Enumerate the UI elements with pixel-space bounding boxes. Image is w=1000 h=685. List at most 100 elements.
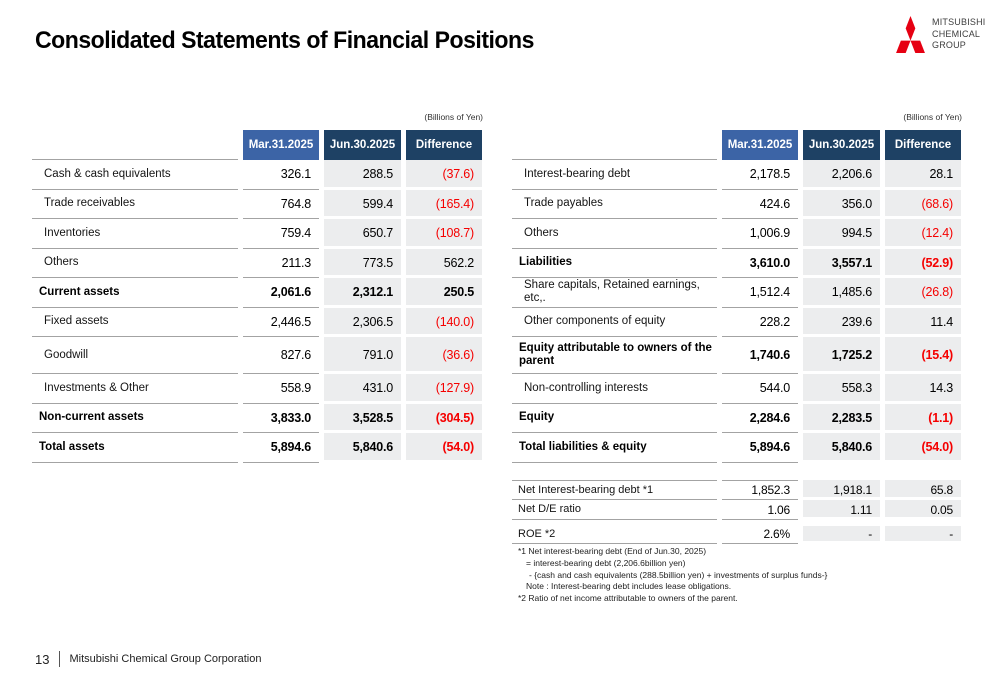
value-mar: 211.3: [243, 249, 319, 278]
value-diff: (15.4): [885, 337, 961, 374]
row-label: Total assets: [32, 433, 238, 463]
col-header-jun: Jun.30.2025: [803, 130, 880, 160]
value-mar: 2.6%: [722, 526, 798, 544]
table-row: Share capitals, Retained earnings, etc,.…: [512, 278, 961, 308]
value-diff: (108.7): [406, 219, 482, 249]
value-mar: 5,894.6: [722, 433, 798, 463]
col-header-diff: Difference: [885, 130, 961, 160]
value-jun: 2,306.5: [324, 307, 401, 337]
value-mar: 1,740.6: [722, 337, 798, 374]
value-diff: 562.2: [406, 248, 482, 278]
value-diff: 14.3: [885, 374, 961, 404]
company-logo: MITSUBISHI CHEMICAL GROUP: [896, 16, 986, 53]
logo-wordmark: MITSUBISHI CHEMICAL GROUP: [932, 17, 986, 52]
value-mar: 2,446.5: [243, 308, 319, 337]
value-mar: 424.6: [722, 190, 798, 219]
value-diff: (52.9): [885, 248, 961, 278]
footer-separator: [59, 651, 61, 667]
value-jun: 239.6: [803, 307, 880, 337]
footnote-line: Note : Interest-bearing debt includes le…: [526, 581, 732, 592]
row-label: Liabilities: [512, 249, 717, 278]
table-row: Trade receivables 764.8 599.4 (165.4): [32, 189, 482, 219]
value-jun: 3,557.1: [803, 248, 880, 278]
value-mar: 764.8: [243, 190, 319, 219]
value-diff: 11.4: [885, 307, 961, 337]
value-diff: 28.1: [885, 160, 961, 190]
row-label: Inventories: [32, 219, 238, 249]
row-label: ROE *2: [512, 526, 717, 544]
value-mar: 2,061.6: [243, 278, 319, 308]
table-row: Cash & cash equivalents 326.1 288.5 (37.…: [32, 160, 482, 190]
row-label: Current assets: [32, 278, 238, 308]
value-mar: 2,284.6: [722, 404, 798, 433]
value-jun: 2,283.5: [803, 403, 880, 433]
row-label: Non-controlling interests: [512, 374, 717, 404]
table-row: Non-controlling interests 544.0 558.3 14…: [512, 374, 961, 404]
liabilities-equity-table: Mar.31.2025 Jun.30.2025 Difference Inter…: [507, 130, 966, 463]
value-mar: 1,512.4: [722, 278, 798, 308]
logo-line-3: GROUP: [932, 40, 967, 51]
col-header-diff: Difference: [406, 130, 482, 160]
value-jun: 1,918.1: [803, 480, 880, 500]
value-diff: (54.0): [406, 433, 482, 463]
table-row: ROE *2 2.6% - -: [512, 526, 961, 544]
row-label: Interest-bearing debt: [512, 160, 717, 190]
value-mar: 3,610.0: [722, 249, 798, 278]
value-jun: -: [803, 526, 880, 544]
value-diff: (37.6): [406, 160, 482, 190]
units-label-left: (Billions of Yen): [424, 112, 483, 122]
value-diff: 0.05: [885, 500, 961, 520]
table-row: Investments & Other 558.9 431.0 (127.9): [32, 374, 482, 404]
value-mar: 1,852.3: [722, 480, 798, 500]
row-label-header: [32, 130, 238, 160]
assets-table: Mar.31.2025 Jun.30.2025 Difference Cash …: [27, 130, 487, 463]
table-row: Others 1,006.9 994.5 (12.4): [512, 219, 961, 249]
logo-line-1: MITSUBISHI: [932, 17, 986, 28]
value-mar: 827.6: [243, 337, 319, 374]
footer: 13 Mitsubishi Chemical Group Corporation: [35, 651, 261, 667]
footnote-line: *1 Net interest-bearing debt (End of Jun…: [518, 546, 707, 556]
header-row: Mar.31.2025 Jun.30.2025 Difference: [32, 130, 482, 160]
value-jun: 1,725.2: [803, 337, 880, 374]
table-row: Net Interest-bearing debt *1 1,852.3 1,9…: [512, 480, 961, 500]
col-header-jun: Jun.30.2025: [324, 130, 401, 160]
value-diff: (68.6): [885, 189, 961, 219]
value-mar: 326.1: [243, 160, 319, 190]
page-number: 13: [35, 651, 50, 667]
value-mar: 1.06: [722, 500, 798, 520]
row-label: Fixed assets: [32, 308, 238, 337]
footnotes: *1 Net interest-bearing debt (End of Jun…: [518, 546, 827, 605]
row-label: Others: [32, 249, 238, 278]
value-mar: 5,894.6: [243, 433, 319, 463]
ratios-table: Net Interest-bearing debt *1 1,852.3 1,9…: [507, 480, 966, 544]
value-jun: 2,206.6: [803, 160, 880, 190]
table-row: Current assets 2,061.6 2,312.1 250.5: [32, 278, 482, 308]
table-row: Trade payables 424.6 356.0 (68.6): [512, 189, 961, 219]
value-jun: 431.0: [324, 374, 401, 404]
value-diff: 65.8: [885, 480, 961, 500]
row-label: Cash & cash equivalents: [32, 160, 238, 190]
value-mar: 759.4: [243, 219, 319, 249]
value-mar: 544.0: [722, 374, 798, 404]
row-label: Others: [512, 219, 717, 249]
row-label: Investments & Other: [32, 374, 238, 404]
value-jun: 1,485.6: [803, 278, 880, 308]
col-header-mar: Mar.31.2025: [243, 130, 319, 160]
value-mar: 228.2: [722, 308, 798, 337]
table-row: Total liabilities & equity 5,894.6 5,840…: [512, 433, 961, 463]
row-label: Trade payables: [512, 190, 717, 219]
value-jun: 356.0: [803, 189, 880, 219]
footer-company: Mitsubishi Chemical Group Corporation: [69, 653, 262, 665]
value-diff: (12.4): [885, 219, 961, 249]
row-label: Share capitals, Retained earnings, etc,.: [512, 278, 717, 308]
row-label: Goodwill: [32, 337, 238, 374]
value-diff: (140.0): [406, 307, 482, 337]
value-jun: 599.4: [324, 189, 401, 219]
value-diff: (36.6): [406, 337, 482, 374]
table-row: Liabilities 3,610.0 3,557.1 (52.9): [512, 248, 961, 278]
value-jun: 650.7: [324, 219, 401, 249]
footnote-line: = interest-bearing debt (2,206.6billion …: [526, 557, 686, 568]
table-row: Goodwill 827.6 791.0 (36.6): [32, 337, 482, 374]
footnote-line: - {cash and cash equivalents (288.5billi…: [529, 569, 828, 580]
